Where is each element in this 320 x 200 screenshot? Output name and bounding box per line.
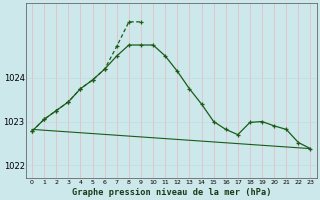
- X-axis label: Graphe pression niveau de la mer (hPa): Graphe pression niveau de la mer (hPa): [71, 188, 271, 197]
